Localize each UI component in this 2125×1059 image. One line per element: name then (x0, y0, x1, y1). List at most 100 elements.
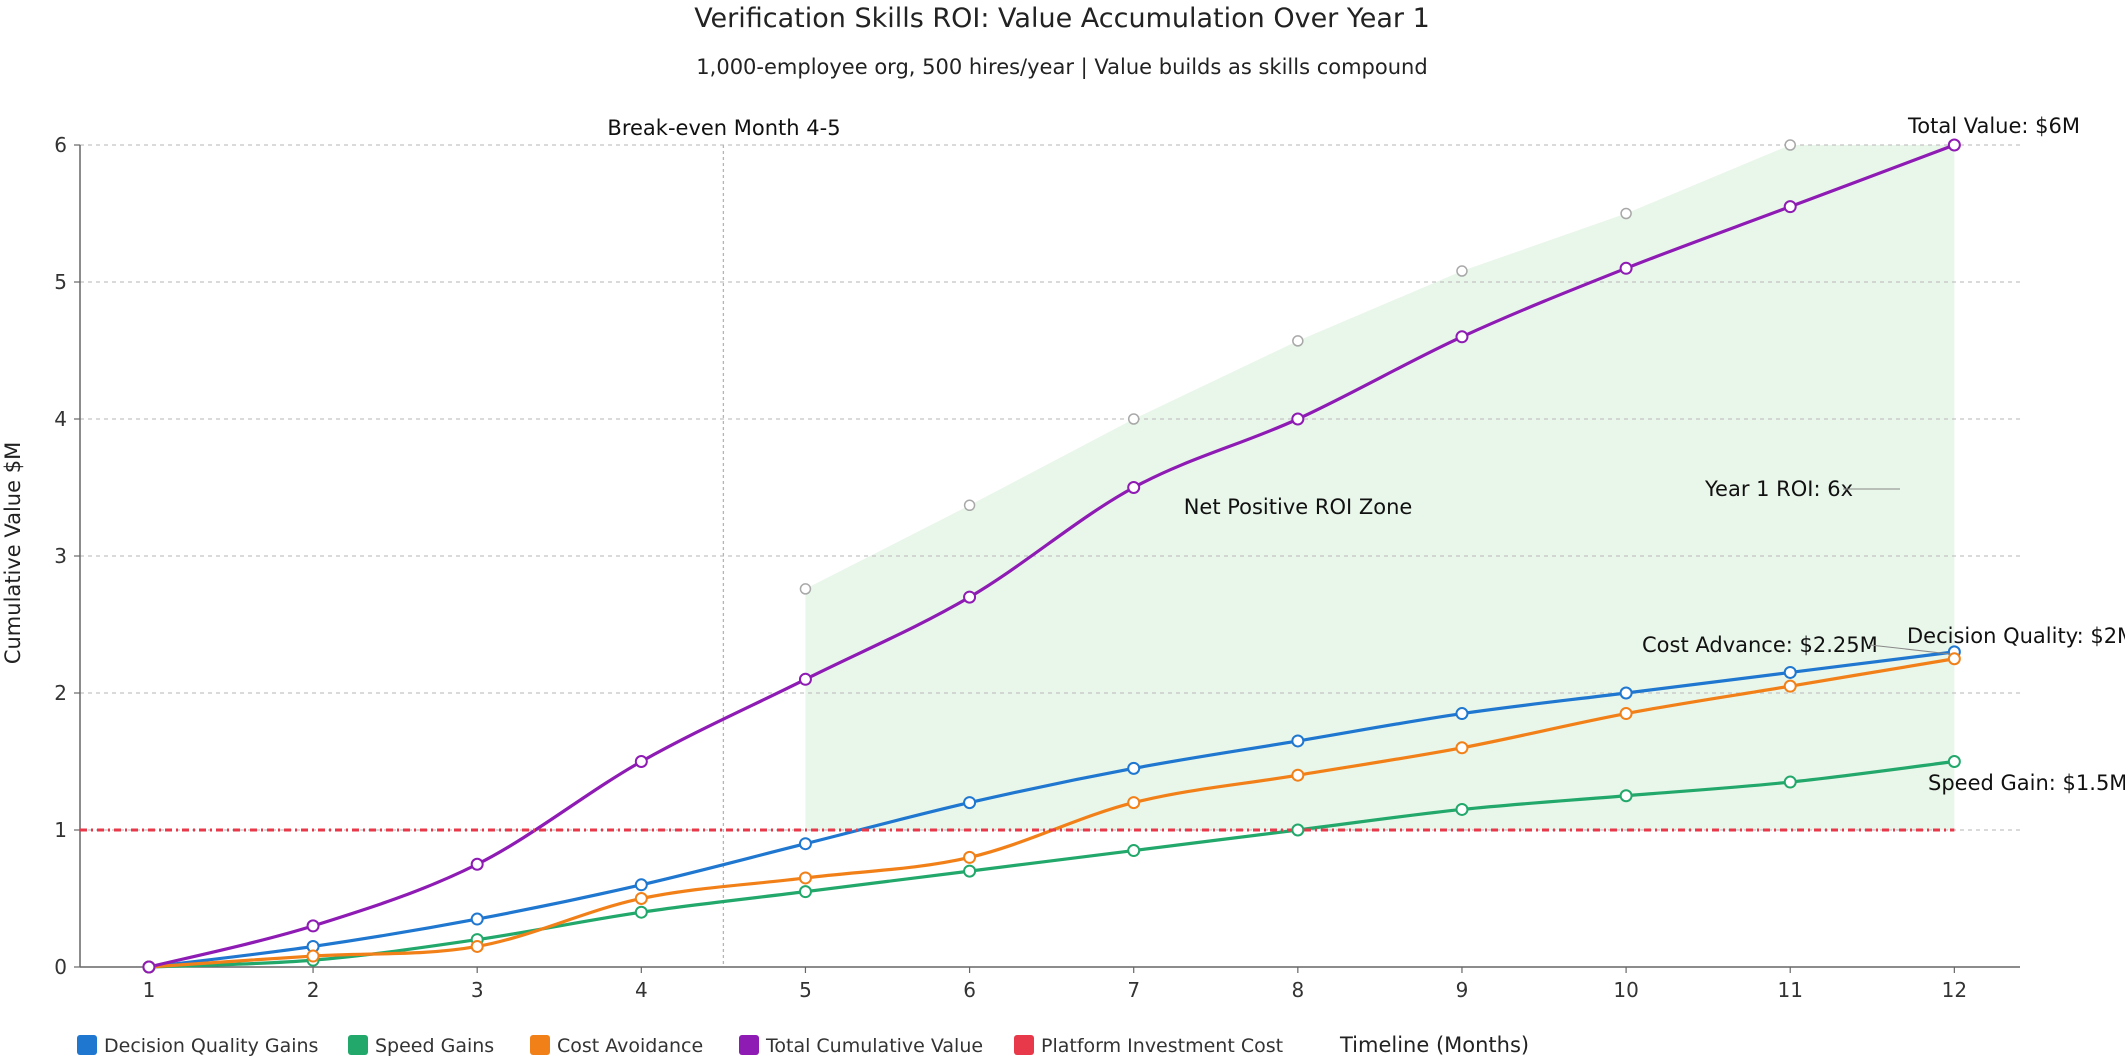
chart-title: Verification Skills ROI: Value Accumulat… (694, 3, 1430, 34)
data-point (470, 939, 484, 953)
data-point (1455, 330, 1469, 344)
roi-zone-layer (805, 145, 1955, 830)
legend: Decision Quality Gains Speed Gains Cost Av… (77, 1035, 1283, 1057)
zone-boundary-point (1620, 207, 1632, 220)
data-point (1619, 707, 1633, 721)
zone-boundary-point (799, 583, 812, 595)
data-point (306, 919, 320, 933)
data-point (1291, 412, 1305, 426)
series-line (148, 650, 1955, 969)
data-point (1291, 768, 1305, 782)
data-point (306, 949, 320, 963)
data-point (963, 590, 977, 604)
data-point (963, 850, 977, 864)
cost-avoidance-pointer (1869, 644, 1951, 655)
roi-multiple-annotation: Year 1 ROI: 6x (1704, 477, 1853, 501)
data-point (1127, 761, 1141, 775)
data-point (1783, 200, 1797, 214)
data-point (798, 885, 812, 899)
legend-swatch (1014, 1035, 1034, 1055)
x-tick-label: 1 (143, 978, 156, 1002)
decision-quality-annotation: Decision Quality: $2M (1907, 624, 2125, 648)
data-point (634, 892, 648, 905)
roi-zone-annotation: Net Positive ROI Zone (1184, 495, 1413, 519)
x-tick-label: 4 (635, 978, 648, 1002)
y-tick-label: 4 (54, 407, 67, 431)
x-tick-label: 2 (307, 978, 320, 1002)
x-tick-label: 9 (1456, 978, 1469, 1002)
data-point (1947, 652, 1961, 666)
y-tick-label: 2 (54, 681, 67, 705)
y-tick-label: 6 (54, 133, 67, 157)
zone-boundary-point (963, 499, 976, 512)
data-point (634, 905, 648, 919)
data-point (963, 864, 977, 878)
x-tick-label: 5 (799, 978, 812, 1002)
series-line (148, 657, 1955, 969)
y-tick-label: 1 (54, 818, 67, 842)
x-tick-label: 10 (1613, 978, 1638, 1002)
legend-label: Decision Quality Gains (104, 1035, 318, 1057)
data-point (634, 755, 648, 768)
x-tick-label: 11 (1777, 978, 1802, 1002)
data-point (634, 878, 648, 892)
legend-label: Cost Avoidance (557, 1035, 703, 1057)
series-layer (80, 143, 1955, 969)
zone-boundary-point (1127, 413, 1140, 425)
x-tick-label: 6 (963, 978, 976, 1002)
data-point (1127, 796, 1141, 810)
data-point (1291, 734, 1305, 748)
data-point (1783, 775, 1797, 789)
data-point (1291, 823, 1305, 837)
cost-avoidance-annotation: Cost Advance: $2.25M (1642, 633, 1878, 657)
data-point (1947, 755, 1961, 768)
data-point (1619, 686, 1633, 700)
y-tick-label: 0 (54, 955, 67, 979)
roi-zone-area (805, 145, 1955, 830)
legend-label: Speed Gains (375, 1035, 494, 1057)
y-tick-label: 3 (54, 544, 67, 568)
y-tick-label: 5 (54, 270, 67, 294)
data-point (1783, 679, 1797, 693)
legend-label: Total Cumulative Value (765, 1035, 983, 1057)
data-point (1947, 138, 1961, 152)
legend-swatch (77, 1035, 97, 1055)
speed-gain-annotation: Speed Gain: $1.5M (1928, 771, 2125, 795)
data-point (963, 796, 977, 810)
x-tick-label: 3 (471, 978, 484, 1002)
x-tick-label: 8 (1291, 978, 1304, 1002)
zone-boundary-point (1292, 335, 1304, 347)
x-tick-label: 7 (1127, 978, 1140, 1002)
chart-subtitle: 1,000-employee org, 500 hires/year | Val… (696, 55, 1427, 80)
breakeven-annotation: Break-even Month 4-5 (607, 116, 840, 140)
data-point (798, 837, 812, 851)
series-line (148, 143, 1955, 969)
data-point (1127, 481, 1141, 494)
legend-swatch (348, 1035, 368, 1055)
data-point (1619, 261, 1633, 275)
total-value-annotation: Total Value: $6M (1907, 114, 2080, 138)
marker-layer (142, 138, 1961, 974)
data-point (470, 912, 484, 926)
data-point (798, 672, 812, 686)
data-point (1619, 789, 1633, 803)
zone-boundary-point (1456, 265, 1468, 277)
annotation-layer: Break-even Month 4-5 Net Positive ROI Zo… (607, 114, 2125, 795)
data-point (142, 960, 156, 974)
data-point (798, 871, 812, 885)
data-point (1455, 707, 1469, 721)
legend-label: Platform Investment Cost (1041, 1035, 1283, 1057)
data-point (1455, 741, 1469, 755)
x-axis-label: Timeline (Months) (1339, 1033, 1529, 1057)
data-point (1783, 665, 1797, 679)
data-point (1127, 844, 1141, 858)
legend-swatch (530, 1035, 550, 1055)
zone-boundary-point (1784, 139, 1796, 151)
series-line (148, 759, 1955, 969)
y-axis-label: Cumulative Value $M (1, 442, 25, 664)
legend-swatch (739, 1035, 759, 1055)
data-point (1455, 802, 1469, 816)
x-tick-label: 12 (1942, 978, 1967, 1002)
data-point (470, 857, 484, 871)
